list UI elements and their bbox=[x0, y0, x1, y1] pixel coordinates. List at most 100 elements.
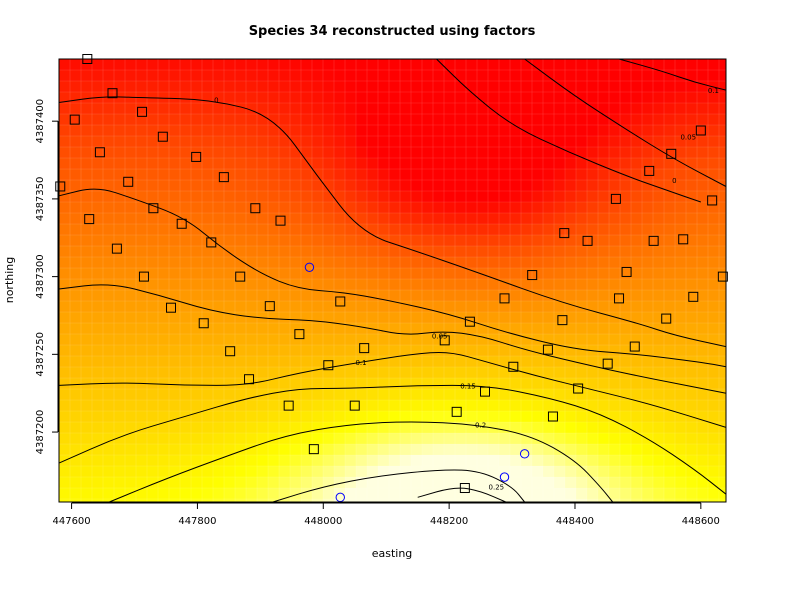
heat-cell bbox=[246, 268, 258, 280]
heat-cell bbox=[466, 114, 478, 126]
heat-cell bbox=[356, 455, 368, 467]
heat-cell bbox=[631, 224, 643, 236]
heat-cell bbox=[422, 290, 434, 302]
heat-cell bbox=[664, 92, 676, 104]
heat-cell bbox=[389, 499, 401, 503]
heat-cell bbox=[642, 81, 654, 93]
heat-cell bbox=[345, 114, 357, 126]
heat-cell bbox=[510, 290, 522, 302]
heat-cell bbox=[477, 235, 489, 247]
heat-cell bbox=[598, 477, 610, 489]
heat-cell bbox=[488, 488, 500, 500]
heat-cell bbox=[400, 103, 412, 115]
heat-cell bbox=[400, 334, 412, 346]
heat-cell bbox=[312, 257, 324, 269]
heat-cell bbox=[697, 268, 709, 280]
heat-cell bbox=[499, 147, 511, 159]
heat-cell bbox=[466, 389, 478, 401]
heat-cell bbox=[70, 169, 82, 181]
heat-cell bbox=[609, 301, 621, 313]
heat-cell bbox=[70, 158, 82, 170]
heat-cell bbox=[268, 180, 280, 192]
heat-cell bbox=[125, 477, 137, 489]
heat-cell bbox=[114, 290, 126, 302]
heat-cell bbox=[279, 191, 291, 203]
contour-label: 0.05 bbox=[680, 134, 696, 142]
heat-cell bbox=[246, 477, 258, 489]
heat-cell bbox=[301, 235, 313, 247]
heat-cell bbox=[532, 125, 544, 137]
heat-cell bbox=[598, 147, 610, 159]
heat-cell bbox=[598, 103, 610, 115]
heat-cell bbox=[554, 136, 566, 148]
heat-cell bbox=[257, 136, 269, 148]
heat-cell bbox=[257, 477, 269, 489]
heat-cell bbox=[433, 301, 445, 313]
heat-cell bbox=[246, 290, 258, 302]
heat-cell bbox=[477, 169, 489, 181]
heat-cell bbox=[356, 257, 368, 269]
heat-cell bbox=[543, 400, 555, 412]
contour-line bbox=[618, 58, 727, 91]
heat-cell bbox=[103, 246, 115, 258]
contour-label: 0.25 bbox=[489, 483, 505, 491]
heat-cell bbox=[59, 268, 71, 280]
heat-cell bbox=[433, 279, 445, 291]
heat-cell bbox=[565, 433, 577, 445]
heat-cell bbox=[499, 444, 511, 456]
heat-cell bbox=[114, 356, 126, 368]
heat-cell bbox=[433, 499, 445, 503]
heat-cell bbox=[125, 136, 137, 148]
heat-cell bbox=[697, 147, 709, 159]
heat-cell bbox=[664, 81, 676, 93]
heat-cell bbox=[411, 103, 423, 115]
heat-cell bbox=[158, 378, 170, 390]
heat-cell bbox=[466, 444, 478, 456]
heat-cell bbox=[378, 103, 390, 115]
heat-cell bbox=[389, 114, 401, 126]
heat-cell bbox=[598, 356, 610, 368]
heat-cell bbox=[708, 334, 720, 346]
heat-cell bbox=[565, 114, 577, 126]
heat-cell bbox=[664, 158, 676, 170]
heat-cell bbox=[125, 246, 137, 258]
heat-cell bbox=[224, 125, 236, 137]
heat-cell bbox=[543, 202, 555, 214]
heat-cell bbox=[235, 169, 247, 181]
heat-cell bbox=[136, 323, 148, 335]
heat-cell bbox=[202, 147, 214, 159]
heat-cell bbox=[422, 180, 434, 192]
heat-cell bbox=[125, 499, 137, 503]
heat-cell bbox=[609, 224, 621, 236]
heat-cell bbox=[92, 433, 104, 445]
heat-cell bbox=[620, 323, 632, 335]
heat-cell bbox=[631, 444, 643, 456]
heat-cell bbox=[466, 213, 478, 225]
heat-cell bbox=[202, 488, 214, 500]
heat-cell bbox=[279, 81, 291, 93]
heat-cell bbox=[609, 334, 621, 346]
heat-cell bbox=[719, 191, 727, 203]
heat-cell bbox=[477, 158, 489, 170]
heat-cell bbox=[554, 81, 566, 93]
heat-cell bbox=[422, 334, 434, 346]
heat-cell bbox=[169, 169, 181, 181]
heat-cell bbox=[719, 290, 727, 302]
heat-cell bbox=[675, 400, 687, 412]
heat-cell bbox=[444, 411, 456, 423]
heat-cell bbox=[367, 169, 379, 181]
heat-cell bbox=[125, 433, 137, 445]
square-marker bbox=[335, 296, 346, 307]
heat-cell bbox=[543, 136, 555, 148]
heat-cell bbox=[653, 147, 665, 159]
heat-cell bbox=[81, 268, 93, 280]
heat-cell bbox=[433, 213, 445, 225]
heat-cell bbox=[455, 70, 467, 82]
heat-cell bbox=[158, 433, 170, 445]
heat-cell bbox=[576, 455, 588, 467]
heat-cell bbox=[620, 389, 632, 401]
heat-cell bbox=[180, 301, 192, 313]
heat-cell bbox=[576, 466, 588, 478]
heat-cell bbox=[158, 466, 170, 478]
heat-cell bbox=[642, 466, 654, 478]
